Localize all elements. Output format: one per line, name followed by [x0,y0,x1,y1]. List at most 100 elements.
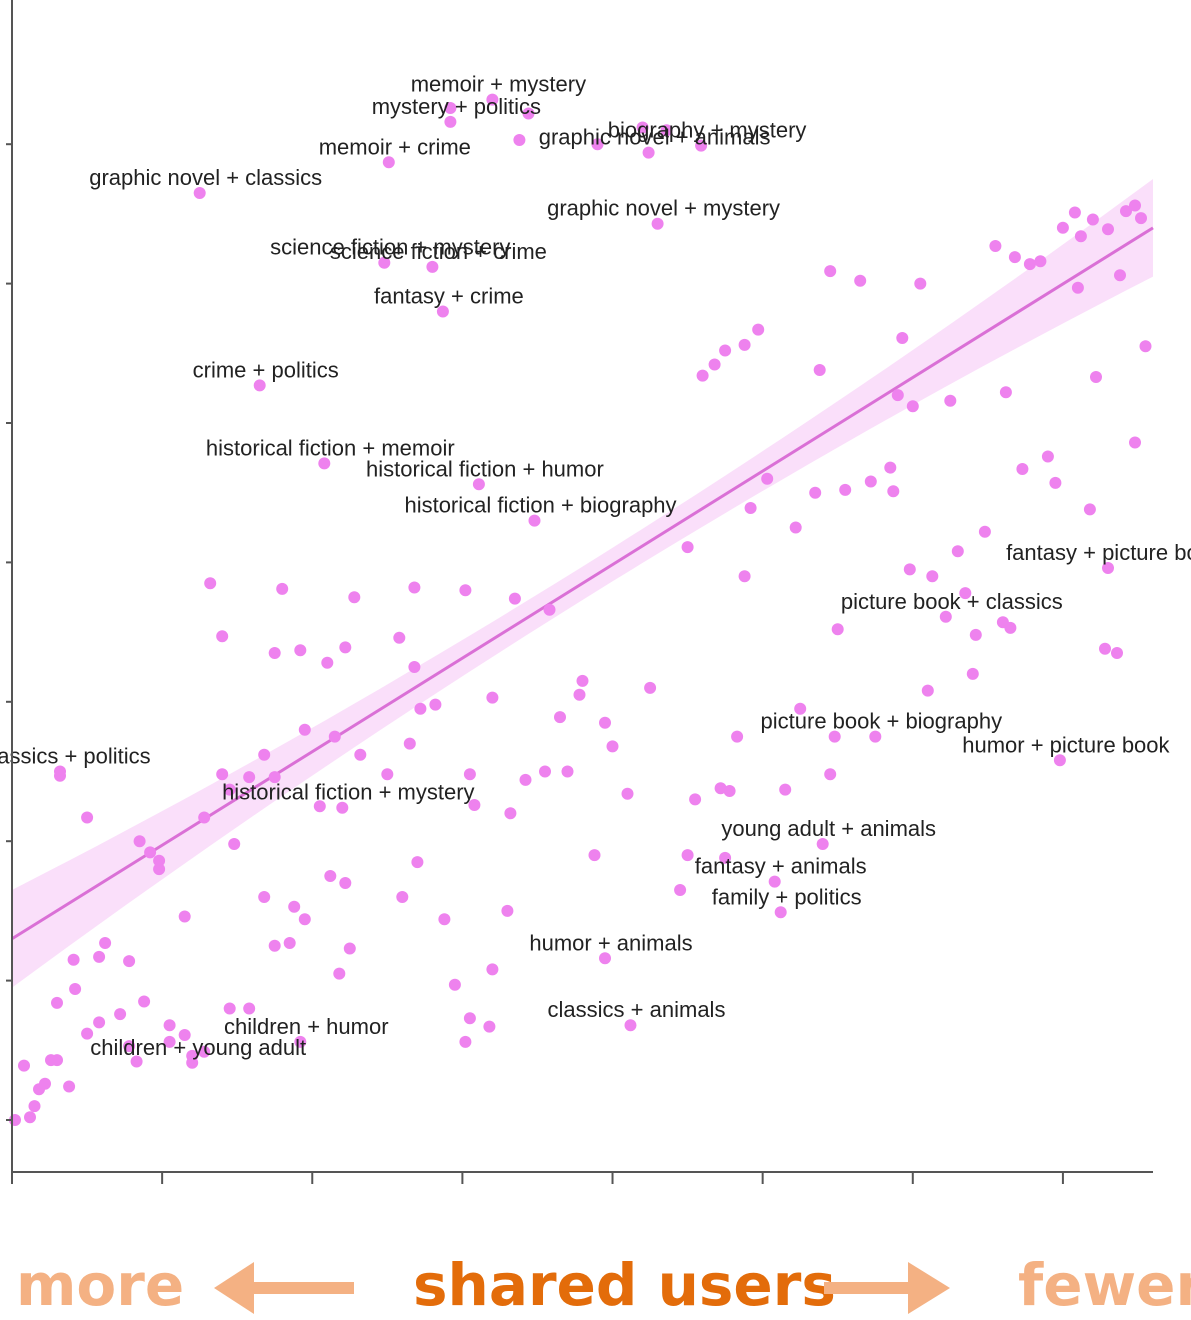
labeled-data-point [768,875,781,888]
point-label: graphic novel + mystery [547,196,780,221]
data-point [824,265,837,278]
point-label: biography + mystery [608,118,807,143]
point-label: children + humor [224,1014,388,1039]
point-label: picture book + classics [841,589,1063,614]
data-point [178,1029,191,1041]
data-point [824,768,837,781]
point-label: humor + picture book [962,732,1170,757]
labeled-data-point [472,478,485,491]
data-point [599,716,611,729]
data-point [144,846,157,859]
point-label: classics + politics [0,744,151,769]
labeled-data-point [382,156,395,169]
data-point [258,748,271,761]
point-label: crime + politics [193,357,339,382]
data-point [864,475,877,488]
left-arrow-icon [214,1262,354,1314]
data-point [966,667,979,680]
data-point [463,768,476,781]
axis-ticks [6,143,1064,1184]
labeled-data-point [599,952,611,965]
data-point [714,782,727,795]
data-point [283,937,296,949]
data-point [944,394,957,407]
data-point [81,1027,94,1040]
data-point [130,1055,143,1068]
data-point [1034,255,1047,268]
data-point [486,691,499,704]
data-point [411,856,424,869]
data-point [989,240,1002,252]
data-point [809,486,822,499]
data-point [468,799,481,811]
labeled-data-point [1053,754,1066,767]
point-label: mystery + politics [372,94,541,119]
data-point [1129,199,1141,212]
more-label: more [16,1251,185,1319]
data-point [1041,450,1054,463]
point-label: historical fiction + humor [366,456,604,481]
data-point [178,910,191,923]
data-point [198,811,211,824]
data-point [519,773,532,786]
labeled-data-point [318,457,331,470]
point-label: humor + animals [529,930,692,955]
data-point [681,849,694,862]
data-point [744,502,757,514]
data-point [708,358,721,371]
data-point [1083,503,1096,516]
data-point [276,582,289,595]
point-label: science fiction + mystery [270,235,510,260]
point-label: children + young adult [90,1035,306,1060]
data-point [921,684,934,697]
data-point [81,811,94,824]
point-label: fantasy + crime [374,284,524,309]
data-point [51,996,63,1009]
data-point [738,338,751,351]
point-label: young adult + animals [721,816,936,841]
data-point [1120,205,1132,218]
data-point [573,688,586,701]
data-point [1068,206,1081,219]
data-point [636,121,649,134]
data-point [408,661,421,673]
data-point [1071,281,1084,294]
data-point [63,1080,76,1093]
labeled-data-point [444,115,457,128]
data-point [794,702,807,715]
data-point [163,1035,176,1048]
point-label: fantasy + picture book [1006,540,1191,565]
data-point [561,765,574,778]
data-point [123,955,136,968]
data-point [779,783,792,796]
data-point [268,771,281,784]
data-point [45,1054,57,1067]
data-point [67,953,80,966]
data-point [903,563,916,576]
data-point [522,107,535,120]
point-label: family + politics [712,884,862,909]
data-point [681,541,694,554]
labeled-data-point [695,139,708,152]
data-point [28,1100,41,1113]
labeled-data-point [642,146,655,159]
data-point [204,577,217,590]
data-point [258,891,271,903]
data-point [114,1008,127,1021]
data-point [576,674,589,687]
data-point [1049,476,1062,489]
point-label: science fiction + crime [330,239,547,264]
data-point [513,134,526,146]
data-point [588,849,601,862]
trend-line [11,226,1154,941]
labeled-data-point [336,801,349,814]
data-point [348,591,361,604]
data-point [313,800,326,813]
data-point [606,740,619,753]
data-point [268,939,281,952]
labeled-data-point [294,1035,307,1048]
data-point [761,472,774,485]
data-point [914,277,927,290]
data-point [153,854,166,867]
